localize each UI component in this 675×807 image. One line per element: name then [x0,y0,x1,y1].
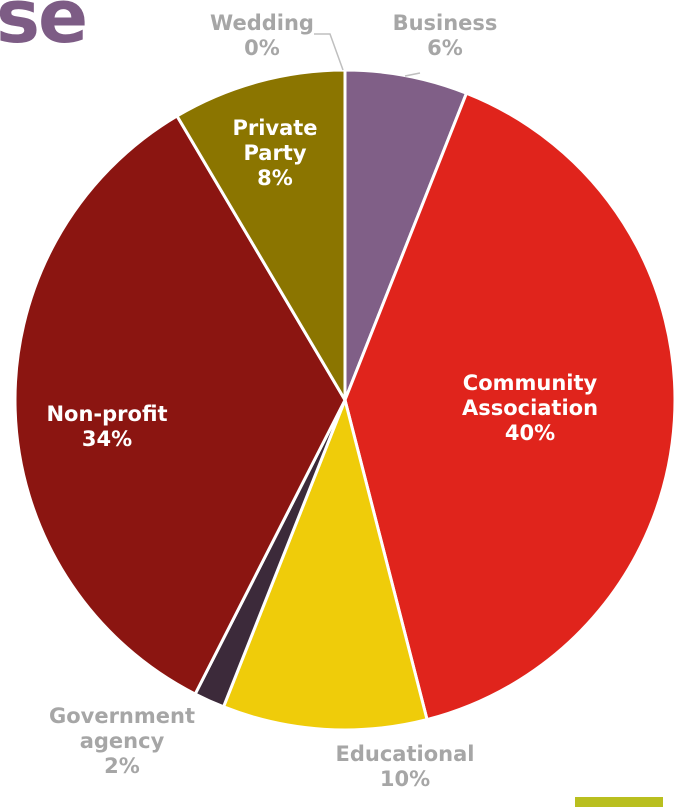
slice-value-label: 2% [104,754,140,778]
slice-label-government-agency: Government agency 2% [49,704,195,778]
slice-name-label: Association [462,396,598,420]
slice-label-wedding: Wedding 0% [210,11,314,60]
pie-slice-educational [221,395,429,732]
leader-line [404,72,421,77]
slice-name-label: Business [393,11,498,35]
slice-name-label: Party [243,141,306,165]
pie-slice-community-association [343,91,675,722]
pie-slice-private-party [174,68,347,406]
slice-name-label: Non-profit [46,402,167,426]
slice-name-label: Private [232,116,317,140]
pie-slices [13,68,675,732]
slice-name-label: agency [80,729,165,753]
slice-label-non-profit: Non-profit 34% [46,402,167,451]
slice-label-educational: Educational 10% [336,742,475,791]
slice-name-label: Educational [336,742,475,766]
leader-lines [314,33,421,77]
pie-labels: Wedding 0% Business 6% Community Association 4… [46,11,598,791]
slice-label-community-association: Community Association 40% [462,371,598,445]
slice-value-label: 40% [505,421,555,445]
slice-value-label: 10% [380,767,430,791]
leader-line [314,33,344,71]
accent-bar [575,797,663,807]
slice-value-label: 0% [244,36,280,60]
slice-name-label: Community [463,371,598,395]
slice-label-private-party: Private Party 8% [232,116,317,190]
slice-label-business: Business 6% [393,11,498,60]
page-title-fragment: se [0,0,88,60]
pie-slice-non-profit [13,113,347,697]
slice-value-label: 34% [82,427,132,451]
slice-value-label: 8% [257,166,293,190]
slice-name-label: Government [49,704,195,728]
slice-name-label: Wedding [210,11,314,35]
slice-value-label: 6% [427,36,463,60]
